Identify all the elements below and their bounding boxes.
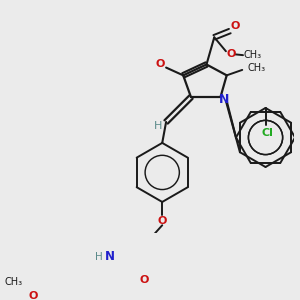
Text: N: N [219, 93, 230, 106]
Text: Cl: Cl [261, 128, 273, 138]
Text: CH₃: CH₃ [247, 63, 265, 73]
Text: H: H [154, 121, 163, 131]
Text: CH₃: CH₃ [243, 50, 261, 60]
Text: O: O [227, 49, 236, 58]
Text: O: O [28, 290, 38, 300]
Text: O: O [155, 59, 165, 70]
Text: N: N [104, 250, 114, 263]
Text: H: H [95, 252, 103, 262]
Text: CH₃: CH₃ [4, 277, 23, 286]
Text: O: O [231, 21, 240, 31]
Text: O: O [140, 274, 149, 285]
Text: O: O [158, 216, 167, 226]
